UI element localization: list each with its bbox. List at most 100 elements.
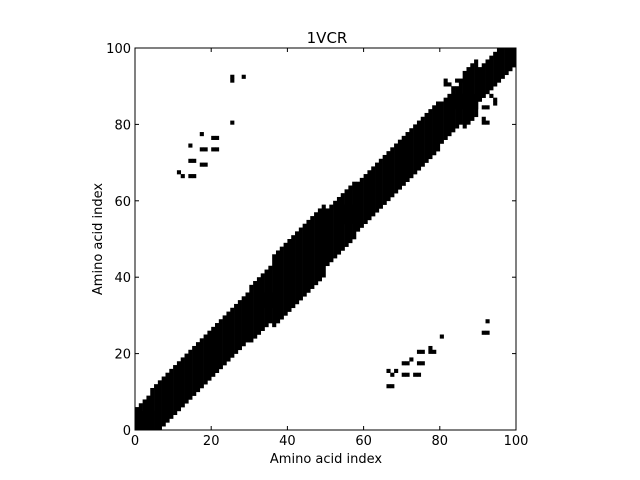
contact-block (340, 204, 361, 225)
diagonal-contact-band (435, 101, 441, 152)
diagonal-contact-band (390, 147, 395, 198)
contact-cell (188, 143, 193, 148)
y-axis-label: Amino acid index (91, 183, 106, 295)
diagonal-contact-band (386, 151, 391, 202)
contact-cell (390, 384, 395, 389)
diagonal-contact-band (474, 59, 479, 118)
contact-cell (485, 330, 490, 335)
contact-cell (485, 105, 490, 110)
contact-cell (485, 120, 490, 125)
diagonal-contact-band (405, 132, 410, 182)
contact-cell (203, 147, 208, 152)
contact-cell (390, 372, 395, 377)
contact-cell (199, 132, 204, 137)
diagonal-contact-band (363, 174, 368, 225)
plot-frame (134, 47, 517, 431)
contact-cell (481, 330, 486, 335)
y-tick-label: 60 (114, 195, 131, 210)
diagonal-contact-band (325, 208, 330, 267)
diagonal-contact-band (493, 51, 498, 87)
diagonal-contact-band (489, 55, 494, 91)
contact-cell (188, 158, 193, 163)
contact-cell (401, 372, 406, 377)
x-tick-label: 60 (355, 434, 372, 449)
diagonal-contact-band (291, 235, 296, 309)
diagonal-contact-band (287, 239, 292, 312)
diagonal-contact-band (188, 349, 193, 400)
diagonal-contact-band (195, 342, 201, 393)
diagonal-contact-band (180, 357, 185, 408)
contact-cell (413, 372, 418, 377)
axis-ticks: 0 20 40 60 80 100 0 20 40 60 80 100 (106, 42, 528, 449)
diagonal-contact-band (161, 376, 166, 427)
contact-cell (188, 174, 193, 179)
contact-cell (416, 349, 422, 354)
contact-cell (241, 74, 246, 79)
contact-cell (489, 93, 494, 98)
diagonal-contact-band (310, 216, 315, 289)
diagonal-contact-band (321, 204, 326, 278)
diagonal-contact-band (333, 200, 338, 259)
x-axis-label: Amino acid index (270, 452, 382, 467)
diagonal-contact-band (367, 170, 372, 221)
contact-cell (428, 349, 433, 354)
contact-cell (420, 349, 425, 354)
diagonal-contact-band (173, 365, 178, 416)
diagonal-contact-band (378, 158, 383, 209)
chart-title: 1VCR (307, 29, 348, 47)
contact-cell (485, 319, 490, 324)
contact-cell (443, 82, 448, 87)
diagonal-contact-band (409, 128, 414, 179)
contact-cell (493, 101, 498, 106)
diagonal-contact-band (157, 380, 162, 431)
contact-block (256, 292, 273, 309)
diagonal-contact-band (359, 177, 364, 228)
diagonal-contact-band (211, 326, 216, 377)
diagonal-contact-band (298, 227, 303, 301)
diagonal-contact-band (500, 48, 505, 79)
contact-cell (451, 86, 456, 91)
diagonal-contact-band (203, 334, 208, 385)
y-tick-label: 20 (114, 348, 131, 363)
contact-cells (135, 48, 517, 431)
x-tick-label: 40 (279, 434, 296, 449)
diagonal-contact-band (176, 361, 182, 412)
diagonal-contact-band (234, 303, 239, 354)
diagonal-contact-band (279, 246, 284, 320)
contact-cell (416, 372, 422, 377)
contact-cell (230, 78, 235, 83)
contact-cell (230, 120, 235, 125)
diagonal-contact-band (470, 63, 475, 121)
contact-cell (192, 158, 197, 163)
contact-cell (428, 345, 433, 351)
contact-cell (409, 357, 414, 362)
diagonal-contact-band (413, 124, 418, 175)
y-tick-label: 100 (106, 42, 131, 57)
contact-cell (180, 174, 185, 179)
contact-cell (455, 78, 460, 83)
diagonal-contact-band (336, 196, 342, 255)
diagonal-contact-band (443, 97, 448, 140)
contact-cell (405, 372, 410, 377)
contact-cell (481, 120, 486, 125)
diagonal-contact-band (477, 67, 483, 102)
diagonal-contact-band (253, 281, 258, 339)
diagonal-contact-band (496, 48, 502, 83)
diagonal-contact-band (447, 93, 452, 137)
diagonal-contact-band (283, 242, 288, 316)
x-tick-label: 0 (131, 434, 139, 449)
diagonal-contact-band (451, 90, 456, 133)
contact-cell (215, 147, 220, 152)
contact-cell (447, 82, 452, 87)
contact-cell (416, 361, 422, 366)
diagonal-contact-band (329, 204, 334, 263)
diagonal-contact-band (249, 284, 254, 343)
contact-cell (481, 116, 486, 121)
contact-cell (215, 135, 220, 140)
diagonal-contact-band (382, 154, 387, 205)
diagonal-contact-band (150, 387, 155, 431)
diagonal-contact-band (375, 162, 380, 213)
contact-cell (386, 384, 391, 389)
diagonal-contact-band (222, 315, 227, 366)
